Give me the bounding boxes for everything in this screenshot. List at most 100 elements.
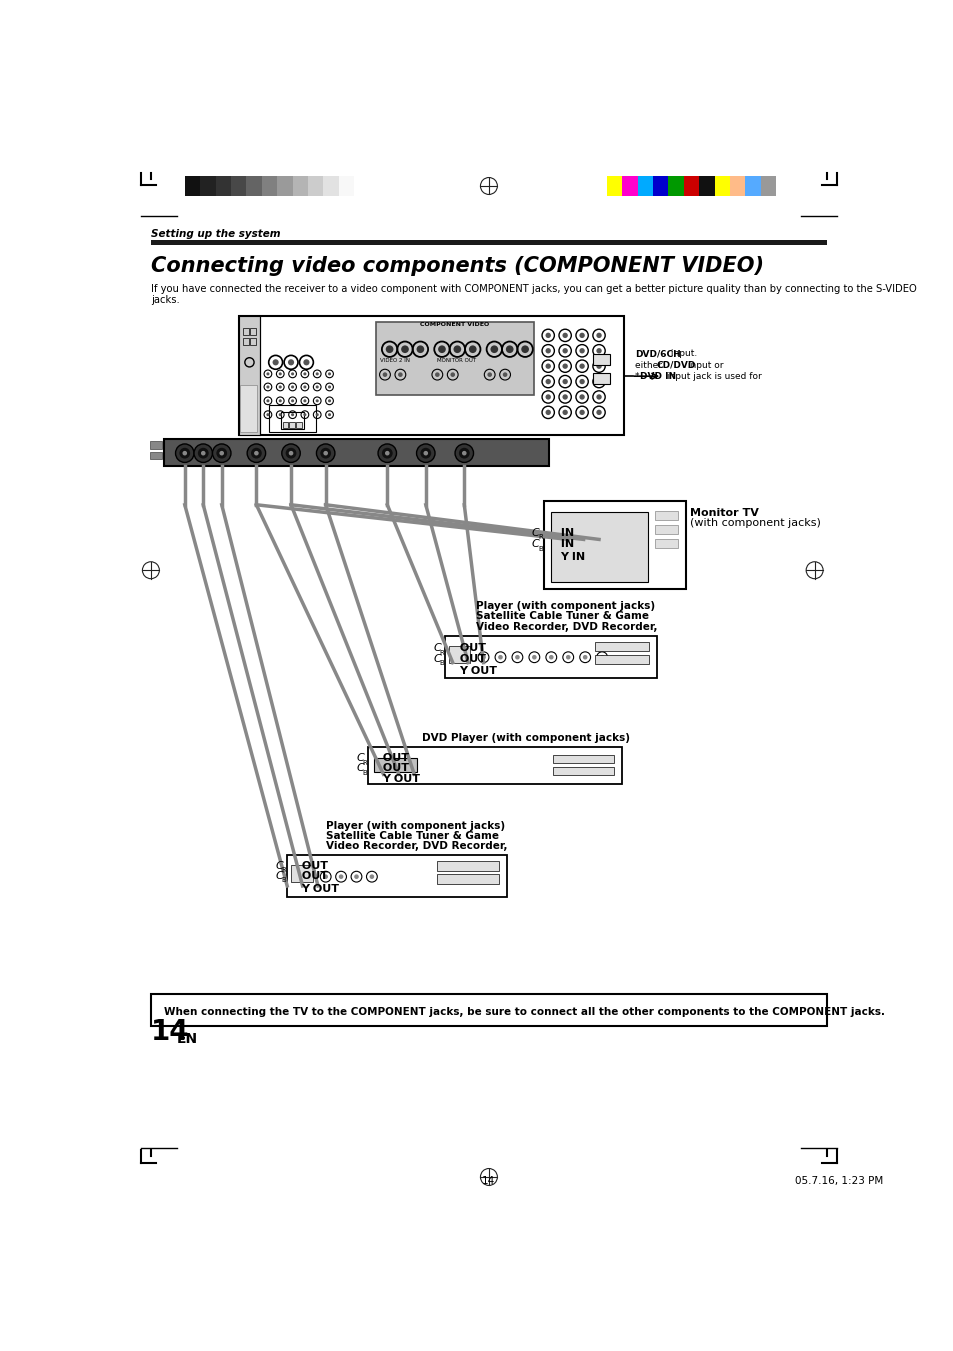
Text: If you have connected the receiver to a video component with COMPONENT jacks, yo: If you have connected the receiver to a … [151,284,916,293]
Circle shape [453,346,460,353]
Text: (with component jacks): (with component jacks) [689,519,820,528]
Text: B: B [362,770,367,775]
Circle shape [247,444,265,462]
Circle shape [502,373,507,377]
Circle shape [520,346,528,353]
Circle shape [328,400,331,403]
Bar [338,176,354,196]
Circle shape [369,874,374,880]
Text: OUT: OUT [297,861,328,871]
Text: Y OUT: Y OUT [458,666,497,676]
Text: C: C [433,654,440,663]
Text: Satellite Cable Tuner & Game: Satellite Cable Tuner & Game [476,612,648,621]
Text: VIDEO 2 IN: VIDEO 2 IN [379,358,409,363]
Circle shape [532,655,537,659]
Bar [151,994,826,1025]
Circle shape [303,373,306,376]
Circle shape [328,413,331,416]
Circle shape [291,373,294,376]
Text: OUT: OUT [378,753,409,763]
Text: DVD IN: DVD IN [639,373,676,381]
Bar [242,328,249,335]
Circle shape [338,874,343,880]
Text: OUT: OUT [378,763,409,773]
Text: IN: IN [557,528,574,538]
Circle shape [596,378,601,384]
Circle shape [578,394,584,400]
Circle shape [562,332,567,338]
Circle shape [382,373,387,377]
Circle shape [420,447,431,458]
Circle shape [281,444,300,462]
Circle shape [545,349,550,354]
Text: C: C [356,753,364,763]
Circle shape [596,332,601,338]
Text: input or: input or [684,361,722,370]
Text: C: C [275,861,283,871]
Circle shape [562,394,567,400]
Circle shape [416,346,424,353]
Circle shape [219,451,224,455]
Text: C: C [275,871,283,881]
Bar [551,512,647,582]
Circle shape [285,447,296,458]
Circle shape [323,451,328,455]
Bar [261,176,277,196]
Bar [444,636,656,678]
Bar [291,865,313,882]
Bar [552,755,614,763]
Text: 14: 14 [151,1019,190,1046]
Circle shape [253,451,258,455]
Bar [699,176,714,196]
Bar [436,874,498,884]
Text: B: B [537,546,542,551]
Circle shape [266,385,269,389]
Text: Player (with component jacks): Player (with component jacks) [476,601,655,612]
Bar [293,176,308,196]
Bar [374,758,416,771]
Text: C: C [532,528,539,538]
Circle shape [328,385,331,389]
Text: CD/DVD: CD/DVD [656,361,696,370]
Bar [296,423,301,428]
Circle shape [320,447,331,458]
Circle shape [303,359,309,365]
Text: R: R [439,650,444,655]
Circle shape [315,400,318,403]
Circle shape [381,447,393,458]
Text: C: C [356,763,364,773]
Circle shape [288,359,294,365]
Text: OUT: OUT [456,643,485,653]
Text: 14: 14 [482,1177,495,1186]
Circle shape [303,385,306,389]
Circle shape [545,332,550,338]
Text: MONITOR OUT: MONITOR OUT [436,358,476,363]
Text: input.: input. [667,349,696,358]
Circle shape [562,378,567,384]
Circle shape [316,444,335,462]
Circle shape [291,413,294,416]
Text: C: C [532,539,539,549]
Text: R: R [537,534,542,540]
Circle shape [213,444,231,462]
Circle shape [278,373,281,376]
Circle shape [461,451,466,455]
Bar [150,440,162,449]
Circle shape [599,655,604,659]
Text: R: R [362,759,367,766]
Text: Video Recorder, DVD Recorder,: Video Recorder, DVD Recorder, [325,840,507,851]
Circle shape [416,444,435,462]
Circle shape [437,346,445,353]
Circle shape [278,413,281,416]
Circle shape [193,444,213,462]
Bar [287,855,506,897]
Circle shape [562,363,567,369]
Bar [150,451,162,459]
Circle shape [578,409,584,415]
Bar [655,539,678,549]
Circle shape [315,413,318,416]
Text: Y OUT: Y OUT [381,774,419,784]
Bar [289,423,294,428]
Circle shape [354,874,358,880]
Circle shape [490,346,497,353]
